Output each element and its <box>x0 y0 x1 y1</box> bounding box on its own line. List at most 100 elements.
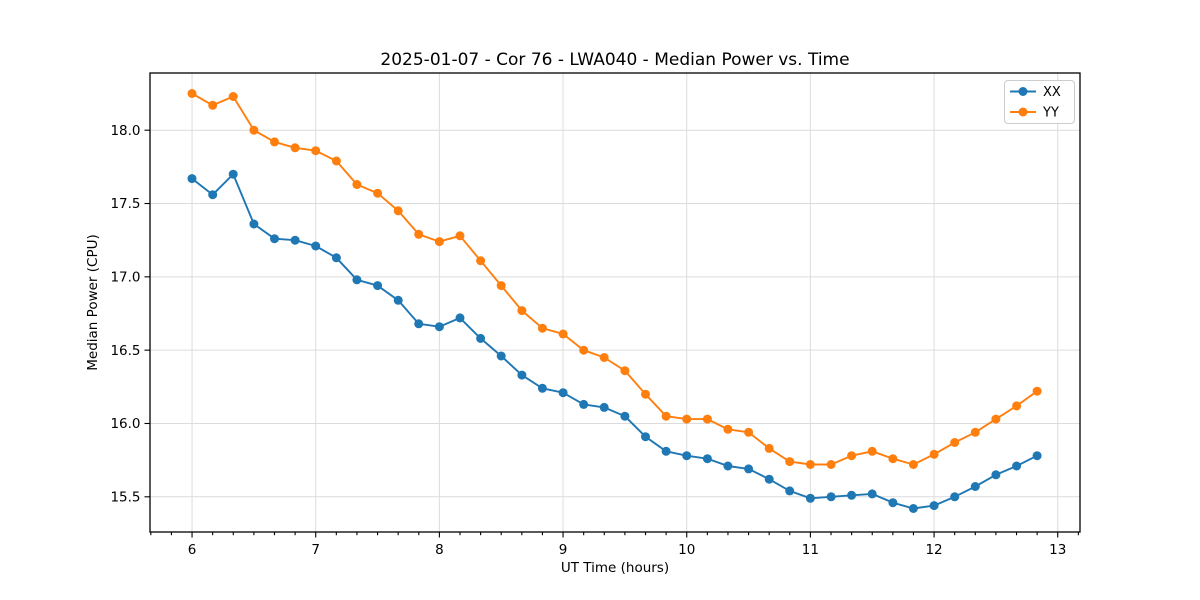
legend-label-xx: XX <box>1043 85 1061 100</box>
data-point-xx <box>929 501 939 511</box>
data-point-yy <box>331 156 341 166</box>
data-point-yy <box>228 92 238 101</box>
data-point-xx <box>970 482 980 491</box>
data-point-xx <box>517 370 527 380</box>
data-point-xx <box>476 333 486 343</box>
data-point-xx <box>641 432 650 442</box>
data-point-yy <box>867 446 877 456</box>
data-point-xx <box>373 281 383 291</box>
x-tick-label: 8 <box>435 542 444 558</box>
data-point-xx <box>579 399 589 409</box>
data-point-yy <box>187 89 197 98</box>
data-point-yy <box>1012 401 1022 411</box>
data-point-xx <box>434 322 444 332</box>
data-point-xx <box>1012 461 1022 471</box>
y-tick-label: 15.5 <box>110 490 140 506</box>
data-point-xx <box>661 446 671 456</box>
data-point-yy <box>723 424 733 434</box>
chart-title: 2025-01-07 - Cor 76 - LWA040 - Median Po… <box>380 50 849 70</box>
data-point-xx <box>270 234 279 244</box>
data-point-yy <box>414 229 424 239</box>
data-point-yy <box>950 438 960 447</box>
data-point-yy <box>970 427 980 437</box>
data-point-yy <box>991 414 1001 424</box>
data-point-yy <box>496 281 506 291</box>
y-tick-label: 16.0 <box>110 416 140 432</box>
x-tick-label: 6 <box>188 542 197 558</box>
data-point-xx <box>867 489 877 499</box>
data-point-xx <box>1032 451 1042 461</box>
data-point-yy <box>558 329 568 339</box>
data-point-yy <box>764 443 774 453</box>
data-point-xx <box>682 451 692 461</box>
data-point-xx <box>558 388 568 398</box>
data-point-xx <box>991 470 1001 480</box>
data-point-xx <box>620 411 630 421</box>
data-point-xx <box>537 383 547 393</box>
data-point-xx <box>311 241 321 251</box>
data-point-xx <box>455 313 465 323</box>
data-point-yy <box>434 237 444 247</box>
series-yy <box>187 89 1042 469</box>
data-point-yy <box>682 414 692 424</box>
data-point-xx <box>393 295 403 305</box>
data-point-yy <box>826 460 836 469</box>
y-tick-label: 18.0 <box>110 123 140 139</box>
data-point-yy <box>455 231 465 241</box>
data-point-yy <box>476 256 486 266</box>
data-series <box>187 89 1042 513</box>
data-point-xx <box>599 402 609 412</box>
data-point-xx <box>826 492 836 502</box>
data-point-xx <box>702 454 712 464</box>
data-point-yy <box>537 323 547 333</box>
x-axis-label: UT Time (hours) <box>561 560 669 576</box>
data-point-yy <box>311 146 321 156</box>
data-point-xx <box>496 351 506 361</box>
data-point-yy <box>908 460 918 469</box>
data-point-xx <box>208 190 218 200</box>
data-point-yy <box>599 353 609 362</box>
data-point-xx <box>847 490 857 500</box>
legend-marker-xx <box>1018 87 1028 96</box>
data-point-yy <box>270 137 279 147</box>
x-tick-label: 13 <box>1049 542 1066 558</box>
data-point-xx <box>228 169 238 179</box>
data-point-yy <box>352 180 362 189</box>
legend-label-yy: YY <box>1042 106 1059 121</box>
y-tick-label: 17.0 <box>110 270 140 286</box>
data-point-xx <box>290 235 300 245</box>
plot-border <box>149 72 1081 533</box>
data-point-yy <box>785 457 795 467</box>
data-point-xx <box>723 461 733 471</box>
data-point-yy <box>929 449 939 459</box>
data-point-xx <box>744 464 754 474</box>
data-point-xx <box>414 319 424 329</box>
data-point-yy <box>620 366 630 376</box>
data-point-yy <box>641 389 650 399</box>
data-point-xx <box>950 492 960 502</box>
data-point-yy <box>393 206 403 216</box>
data-point-xx <box>352 275 362 285</box>
x-tick-label: 7 <box>311 542 320 558</box>
grid-lines <box>150 73 1080 532</box>
data-point-xx <box>785 486 795 496</box>
axis-tick-labels: 6 7 8 9 10 11 12 13 15.5 16.0 16.5 17.0 17.5 18.0 <box>110 123 1066 558</box>
data-point-xx <box>888 498 898 508</box>
data-point-yy <box>290 143 300 153</box>
data-point-yy <box>208 100 218 110</box>
data-point-yy <box>847 451 857 461</box>
axis-ticks <box>144 129 1079 538</box>
data-point-xx <box>331 253 341 263</box>
series-xx <box>187 169 1042 513</box>
data-point-xx <box>805 493 815 503</box>
data-point-yy <box>1032 386 1042 396</box>
y-tick-label: 17.5 <box>110 196 140 212</box>
x-tick-label: 11 <box>802 542 819 558</box>
legend: XX YY <box>1004 80 1075 124</box>
y-tick-label: 16.5 <box>110 343 140 359</box>
data-point-xx <box>764 474 774 484</box>
data-point-yy <box>517 306 527 316</box>
data-point-yy <box>249 125 259 135</box>
data-point-yy <box>661 411 671 421</box>
